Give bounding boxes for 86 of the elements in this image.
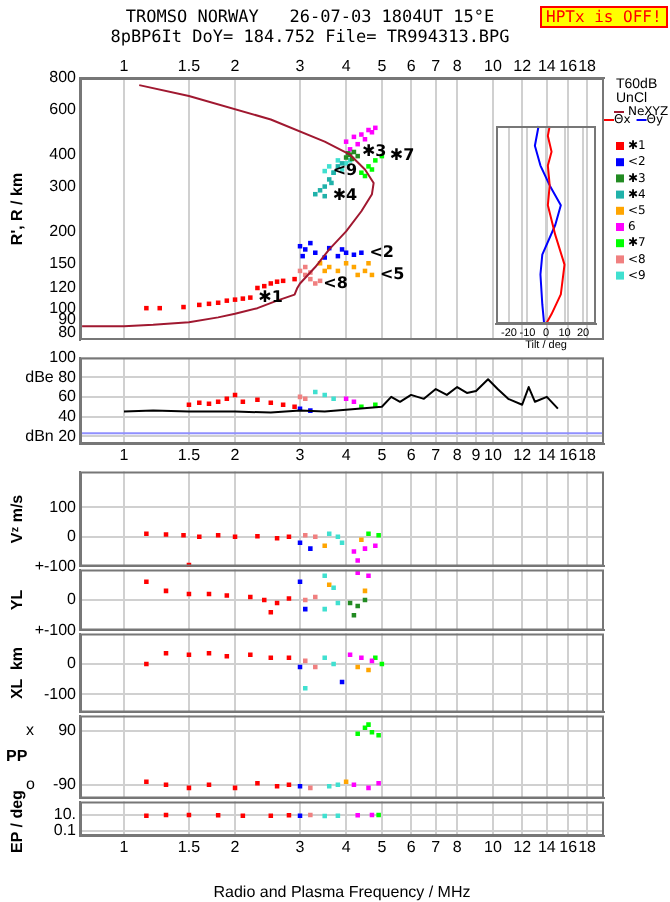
annotation: <2 [369, 242, 394, 261]
x-tick-label: 8 [452, 838, 463, 857]
x-tick-label: 8 [452, 446, 463, 465]
x-tick-label: 14 [537, 56, 557, 75]
y-tick-label: +-100 [34, 556, 78, 575]
x-tick-label: 5 [377, 446, 388, 465]
y-axis-title: PP [6, 747, 29, 766]
y-tick-label: dBn 20 [25, 426, 78, 445]
x-axis-title: Radio and Plasma Frequency / MHz [213, 882, 471, 901]
text: HPTx is OFF! [540, 6, 668, 28]
y-tick-label: 120 [49, 278, 78, 297]
x-tick-label: 2 [230, 56, 241, 75]
y-tick-label: 400 [49, 145, 78, 164]
y-axis-title: Vᶻ m/s [8, 493, 27, 544]
x-tick-label: 10 [484, 446, 503, 465]
x-tick-label: 7 [431, 838, 442, 857]
y-tick-label: 600 [49, 100, 78, 119]
y-tick-label: 100 [49, 348, 78, 367]
x-tick-label: 8 [452, 56, 463, 75]
chart-title: TROMSO NORWAY 26-07-03 1804UT 15°E [125, 8, 495, 28]
y-tick-label: dBe 80 [25, 367, 78, 386]
y-tick-label: +-100 [34, 620, 78, 639]
x-tick-label: 16 [559, 838, 579, 857]
annotation: ✱1 [258, 287, 284, 306]
annotation: ✱3 [361, 142, 387, 161]
y-axis-title: EP / deg [8, 789, 27, 853]
y-tick-label: 0 [67, 654, 78, 673]
x-tick-label: 4 [341, 56, 352, 75]
y-tick-label: 150 [49, 253, 78, 272]
annotation: ✱4 [332, 186, 359, 205]
x-tick-label: 16 [559, 56, 579, 75]
y-tick-label: 800 [49, 68, 78, 87]
x-tick-label: 6 [406, 56, 417, 75]
x-tick-label: 10 [484, 838, 503, 857]
annotation: ✱7 [389, 146, 415, 165]
x-tick-label: 1 [119, 446, 130, 465]
y-axis-title: R', R / km [8, 172, 27, 246]
x-tick-label: 3 [295, 838, 306, 857]
y-tick-label: -100 [43, 684, 78, 703]
x-tick-label: 4 [341, 838, 352, 857]
x-tick-label: 3 [295, 56, 306, 75]
text: x [26, 721, 34, 740]
x-tick-label: 6 [406, 446, 417, 465]
x-tick-label: 1.5 [177, 838, 202, 857]
chart-subtitle: 8pBP6It DoY= 184.752 File= TR994313.BPG [108, 28, 512, 48]
x-tick-label: 5 [377, 56, 388, 75]
y-tick-label: 60 [58, 387, 78, 406]
y-tick-label: -90 [52, 775, 78, 794]
x-tick-label: 2 [230, 446, 241, 465]
y-tick-label: 0 [67, 527, 78, 546]
y-tick-label: 80 [58, 323, 78, 342]
x-tick-label: 2 [230, 838, 241, 857]
y-axis-title: YL [8, 589, 27, 611]
y-axis-title: XL km [8, 646, 27, 700]
x-tick-label: 18 [578, 56, 598, 75]
x-tick-label: 16 [559, 446, 579, 465]
annotation: <5 [379, 265, 406, 284]
x-tick-label: 3 [295, 446, 306, 465]
x-tick-label: 1 [119, 838, 130, 857]
text: o [26, 775, 36, 794]
x-tick-label: 12 [513, 56, 533, 75]
x-tick-label: 1.5 [177, 446, 202, 465]
y-tick-label: 100 [49, 497, 78, 516]
y-tick-label: 0.1 [53, 820, 78, 839]
y-tick-label: 10. [53, 805, 76, 824]
x-tick-label: 1.5 [177, 56, 202, 75]
x-tick-label: 1 [119, 56, 130, 75]
x-tick-label: 12 [513, 446, 533, 465]
x-tick-label: 18 [578, 446, 598, 465]
y-tick-label: 40 [58, 406, 78, 425]
x-tick-label: 10 [484, 56, 503, 75]
x-tick-label: 6 [406, 838, 417, 857]
x-tick-label: 18 [578, 838, 598, 857]
y-tick-label: 90 [58, 721, 78, 740]
x-tick-label: 7 [431, 56, 442, 75]
y-tick-label: 0 [67, 590, 78, 609]
x-tick-label: 12 [513, 838, 533, 857]
x-tick-label: 14 [537, 446, 557, 465]
x-tick-label: 14 [537, 838, 557, 857]
annotation: <8 [323, 273, 349, 292]
y-tick-label: 200 [49, 221, 78, 240]
x-tick-label: 7 [431, 446, 442, 465]
x-tick-label: 5 [377, 838, 388, 857]
y-tick-label: 300 [49, 176, 78, 195]
x-tick-label: 4 [341, 446, 352, 465]
x-tick-label: 9 [471, 446, 482, 465]
